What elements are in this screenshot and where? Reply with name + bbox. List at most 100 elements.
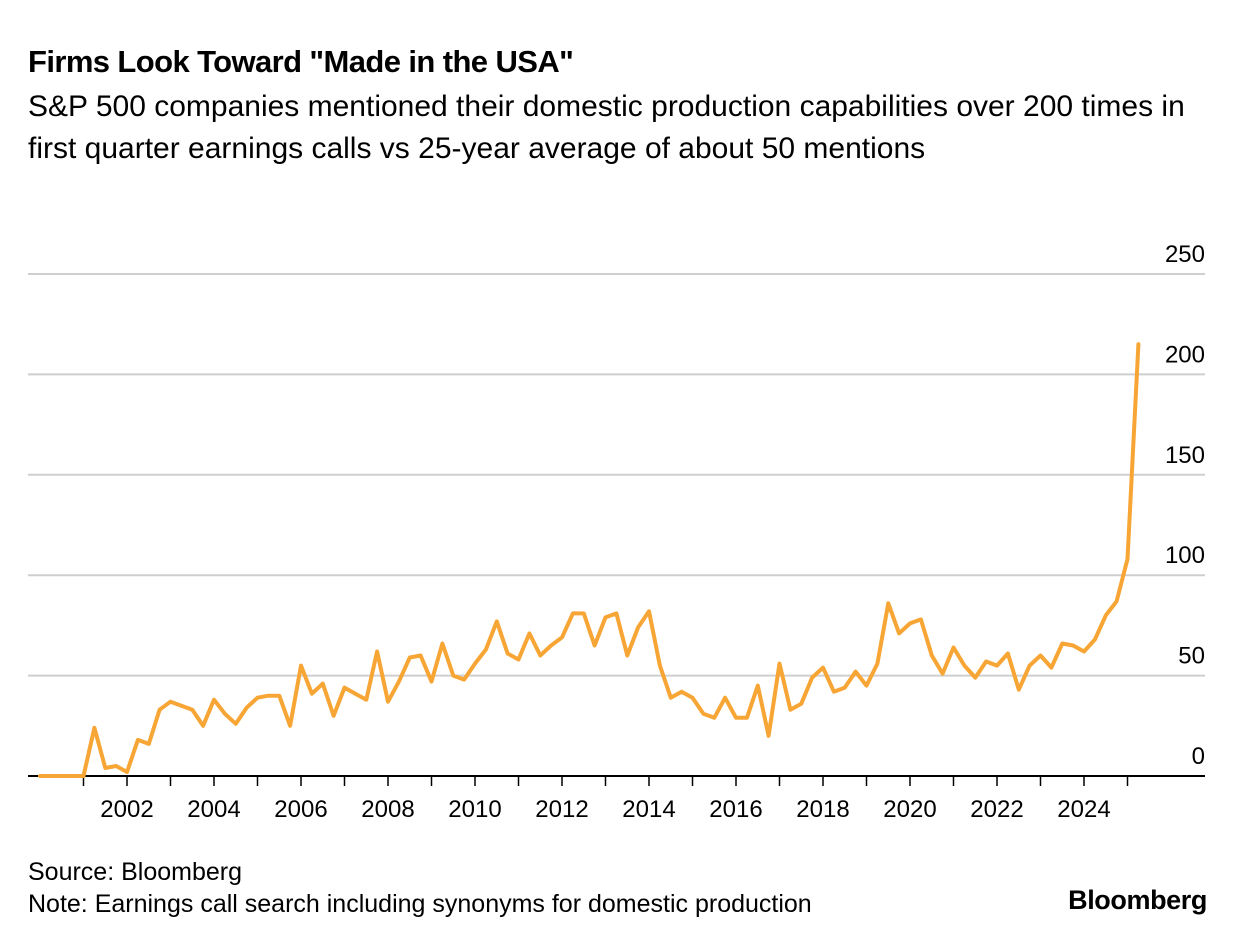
data-point-2021-Q3	[973, 676, 977, 680]
x-tick-label-2020: 2020	[883, 796, 936, 823]
data-point-2015-Q1	[691, 696, 695, 700]
data-point-2011-Q3	[538, 654, 542, 658]
data-point-2024-Q3	[1104, 613, 1108, 617]
data-point-2022-Q1	[995, 664, 999, 668]
data-point-2005-Q1	[256, 696, 260, 700]
data-point-2000-Q1	[38, 774, 42, 778]
data-point-2007-Q4	[375, 650, 379, 654]
x-tick-label-2012: 2012	[535, 796, 588, 823]
data-point-2020-Q2	[919, 617, 923, 621]
data-point-2021-Q2	[962, 664, 966, 668]
data-point-2010-Q3	[495, 619, 499, 623]
data-point-2019-Q3	[886, 601, 890, 605]
y-tick-label-150: 150	[1165, 442, 1205, 469]
y-tick-label-200: 200	[1165, 341, 1205, 368]
data-point-2004-Q1	[212, 698, 216, 702]
data-point-2024-Q4	[1115, 599, 1119, 603]
data-point-2009-Q4	[462, 678, 466, 682]
x-tick-label-2014: 2014	[622, 796, 675, 823]
data-point-2009-Q2	[440, 642, 444, 646]
data-point-2025-Q2	[1136, 342, 1140, 346]
data-point-2016-Q1	[734, 716, 738, 720]
data-point-2024-Q1	[1082, 650, 1086, 654]
data-point-2020-Q4	[941, 672, 945, 676]
gridlines	[28, 273, 1205, 677]
x-tick-label-2006: 2006	[274, 796, 327, 823]
data-point-2014-Q2	[658, 664, 662, 668]
x-tick-label-2024: 2024	[1057, 796, 1110, 823]
data-point-2005-Q2	[266, 694, 270, 698]
data-point-2001-Q2	[92, 726, 96, 730]
data-point-2016-Q2	[745, 716, 749, 720]
data-point-2013-Q1	[604, 615, 608, 619]
data-point-2022-Q2	[1006, 652, 1010, 656]
data-point-2013-Q4	[636, 625, 640, 629]
data-point-2017-Q1	[778, 662, 782, 666]
data-point-2023-Q2	[1049, 666, 1053, 670]
data-point-2020-Q1	[908, 621, 912, 625]
y-tick-label-0: 0	[1192, 743, 1205, 770]
data-point-2010-Q2	[484, 648, 488, 652]
data-point-2011-Q2	[527, 631, 531, 635]
data-point-2019-Q1	[865, 684, 869, 688]
data-point-2015-Q4	[723, 696, 727, 700]
data-point-2018-Q4	[854, 670, 858, 674]
x-tick-label-2022: 2022	[970, 796, 1023, 823]
data-point-2011-Q4	[549, 644, 553, 648]
data-point-2009-Q3	[451, 674, 455, 678]
data-point-2002-Q2	[136, 738, 140, 742]
data-point-2021-Q1	[952, 646, 956, 650]
data-point-2004-Q2	[223, 712, 227, 716]
data-point-2012-Q2	[571, 611, 575, 615]
data-point-2012-Q4	[593, 644, 597, 648]
data-point-2001-Q4	[114, 764, 118, 768]
data-point-2024-Q2	[1093, 638, 1097, 642]
data-point-2014-Q3	[669, 696, 673, 700]
data-point-2011-Q1	[517, 658, 521, 662]
data-point-2014-Q4	[680, 690, 684, 694]
chart-title: Firms Look Toward "Made in the USA"	[28, 44, 574, 79]
data-point-2022-Q3	[1017, 688, 1021, 692]
data-point-2022-Q4	[1028, 664, 1032, 668]
data-point-2013-Q2	[614, 611, 618, 615]
data-point-2018-Q3	[843, 686, 847, 690]
methodology-note: Note: Earnings call search including syn…	[28, 890, 812, 918]
data-point-2023-Q3	[1060, 642, 1064, 646]
data-point-2005-Q4	[288, 724, 292, 728]
x-tick-label-2010: 2010	[448, 796, 501, 823]
data-point-2010-Q4	[506, 652, 510, 656]
data-point-2006-Q2	[310, 692, 314, 696]
data-point-2006-Q1	[299, 664, 303, 668]
data-point-2003-Q3	[190, 708, 194, 712]
x-tick-label-2002: 2002	[100, 796, 153, 823]
chart-subtitle: S&P 500 companies mentioned their domest…	[28, 90, 1185, 165]
data-point-2006-Q4	[332, 714, 336, 718]
data-point-2016-Q4	[767, 734, 771, 738]
data-point-2008-Q3	[408, 656, 412, 660]
data-point-2013-Q3	[625, 654, 629, 658]
data-point-2003-Q1	[169, 700, 173, 704]
data-point-2014-Q1	[647, 609, 651, 613]
data-point-2023-Q1	[1039, 654, 1043, 658]
data-point-2016-Q3	[756, 684, 760, 688]
data-point-2021-Q4	[984, 660, 988, 664]
data-point-2006-Q3	[321, 682, 325, 686]
data-point-2005-Q3	[277, 694, 281, 698]
data-point-2025-Q1	[1126, 557, 1130, 561]
x-axis-tick-labels: 2002 2004 2006 2008 2010 2012 2014 2016 2018 2020…	[100, 796, 1110, 823]
data-point-2007-Q2	[353, 692, 357, 696]
data-point-2017-Q3	[799, 702, 803, 706]
data-point-2008-Q1	[386, 700, 390, 704]
data-point-2003-Q2	[179, 704, 183, 708]
data-point-2001-Q1	[82, 774, 86, 778]
y-axis-tick-labels: 0 50 100 150 200 250	[1165, 241, 1205, 770]
data-point-2000-Q4	[71, 774, 75, 778]
data-point-2007-Q3	[364, 698, 368, 702]
x-axis	[28, 775, 1205, 786]
x-tick-label-2004: 2004	[187, 796, 240, 823]
data-point-2015-Q2	[701, 712, 705, 716]
data-point-2007-Q1	[343, 686, 347, 690]
x-tick-label-2008: 2008	[361, 796, 414, 823]
data-point-2000-Q3	[60, 774, 64, 778]
data-point-2017-Q2	[788, 708, 792, 712]
